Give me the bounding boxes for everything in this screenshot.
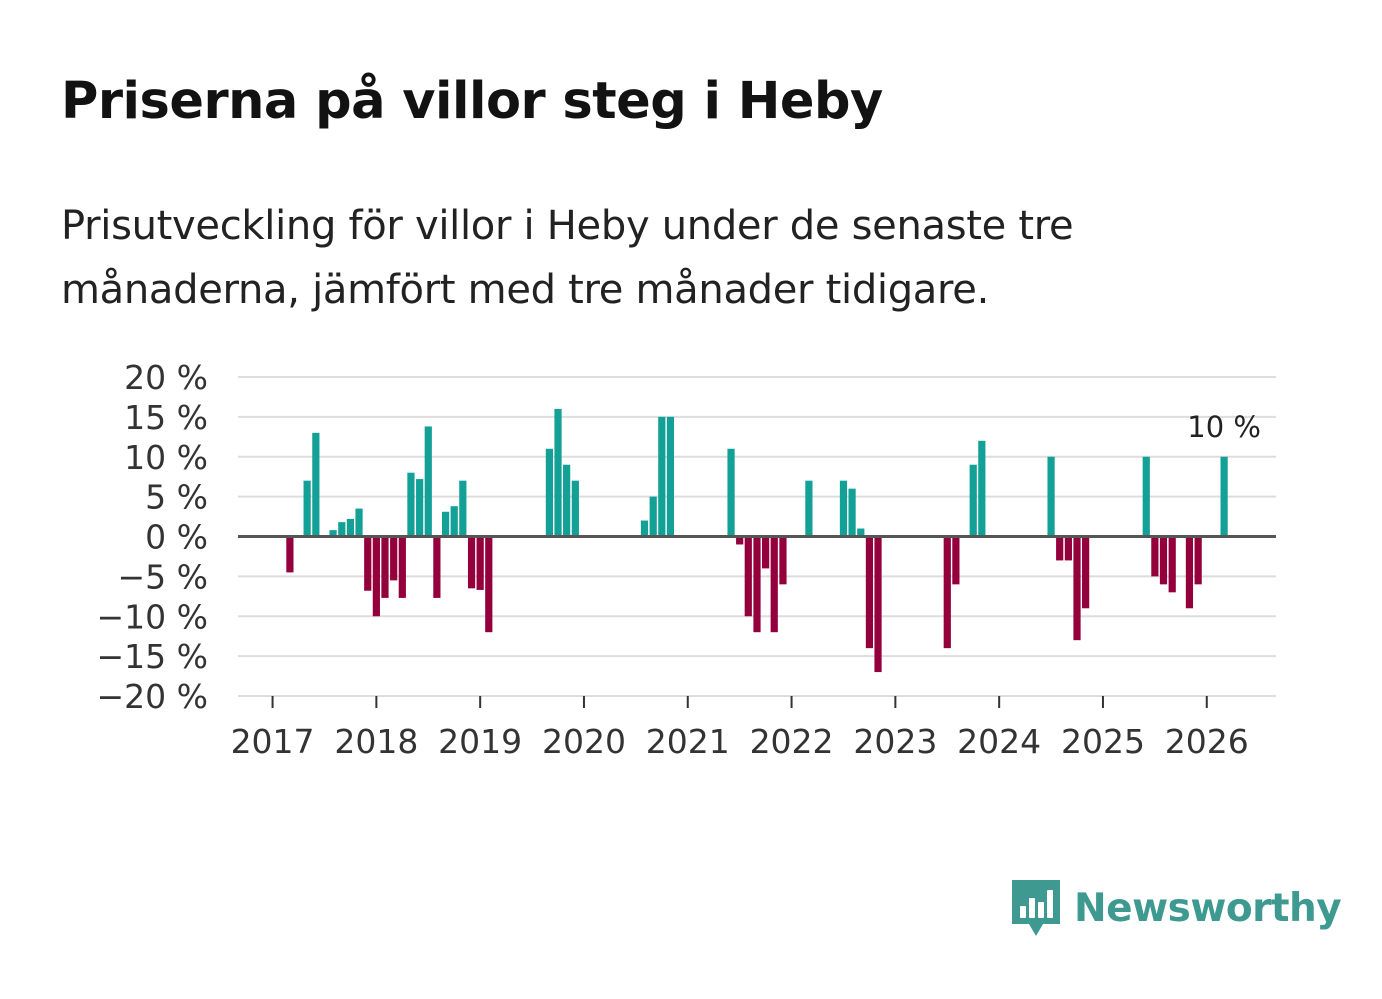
x-tick-label: 2026 [1165,722,1249,761]
bar [865,536,874,649]
bar [459,480,467,537]
bar [1159,536,1168,585]
bar [640,520,649,537]
x-axis: 2017 2018 2019 2020 2021 2022 2023 2024 2025 2026 [231,696,1249,761]
bar [554,408,562,537]
bar [338,522,346,537]
bar [346,518,355,537]
bar [286,536,294,573]
y-tick-label: −15 % [97,637,209,676]
bar [978,440,986,537]
newsworthy-bar-chart-icon [1012,880,1060,936]
bar-chart: 20 %15 %10 %5 %0 %−5 %−10 %−15 %−20 % 20… [97,358,1276,761]
bar [1064,536,1072,561]
x-tick-label: 2024 [957,722,1041,761]
y-tick-label: 0 % [145,518,208,557]
x-tick-label: 2019 [438,722,522,761]
bar [1151,536,1159,577]
last-value-label: 10 % [1187,410,1261,444]
bars [286,408,1228,673]
y-tick-label: 15 % [124,398,208,437]
bar [839,480,848,537]
bar [727,448,735,537]
bar [485,536,493,633]
bar [658,416,666,537]
y-axis: 20 %15 %10 %5 %0 %−5 %−10 %−15 %−20 % [97,358,209,716]
x-tick-label: 2025 [1061,722,1145,761]
x-tick-label: 2018 [334,722,418,761]
bar [1194,536,1202,585]
bar [571,480,579,537]
bar [303,480,311,537]
bar [1185,536,1194,609]
bar [753,536,761,633]
bar [1073,536,1081,641]
chart-title: Priserna på villor steg i Heby [61,72,883,131]
bar [779,536,787,585]
x-tick-label: 2022 [750,722,834,761]
chart-subtitle: Prisutveckling för villor i Heby under d… [61,203,1074,313]
bar [416,479,424,537]
bar [563,464,571,537]
bar [952,536,960,585]
y-tick-label: 5 % [145,478,208,517]
bar [329,530,337,537]
y-tick-label: 20 % [124,358,208,397]
annotations: 10 % [1187,410,1261,444]
bar [467,536,476,589]
brand-name: Newsworthy [1074,885,1342,931]
bar [1056,536,1064,561]
bar [1168,536,1176,593]
bar [874,536,882,673]
bar [390,536,398,581]
bar [857,528,865,537]
bar [312,432,320,537]
bar [372,536,380,617]
bar [969,464,977,537]
x-tick-label: 2021 [646,722,730,761]
bar [1082,536,1090,609]
y-tick-label: 10 % [124,438,208,477]
y-tick-label: −10 % [97,597,209,636]
bar [649,496,657,537]
bar [848,488,856,537]
x-tick-label: 2023 [853,722,937,761]
bar [770,536,778,633]
bar [476,536,484,590]
bar [381,536,389,598]
bar [355,508,363,537]
bar [545,448,553,537]
bar [666,416,675,537]
x-tick-label: 2017 [231,722,315,761]
y-tick-label: −20 % [97,677,209,716]
bar [398,536,406,598]
bar [762,536,770,569]
bar [433,536,441,598]
bar [1142,456,1150,537]
bar [744,536,752,617]
bar [407,472,415,537]
bar [364,536,372,591]
bar [442,511,450,537]
bar [450,506,458,537]
bar [736,536,744,545]
x-tick-label: 2020 [542,722,626,761]
bar [805,480,813,537]
newsworthy-logo: Newsworthy [1010,878,1342,938]
bar [424,426,432,537]
y-tick-label: −5 % [118,557,209,596]
bar [1220,456,1228,537]
bar [943,536,951,649]
bar [1047,456,1055,537]
